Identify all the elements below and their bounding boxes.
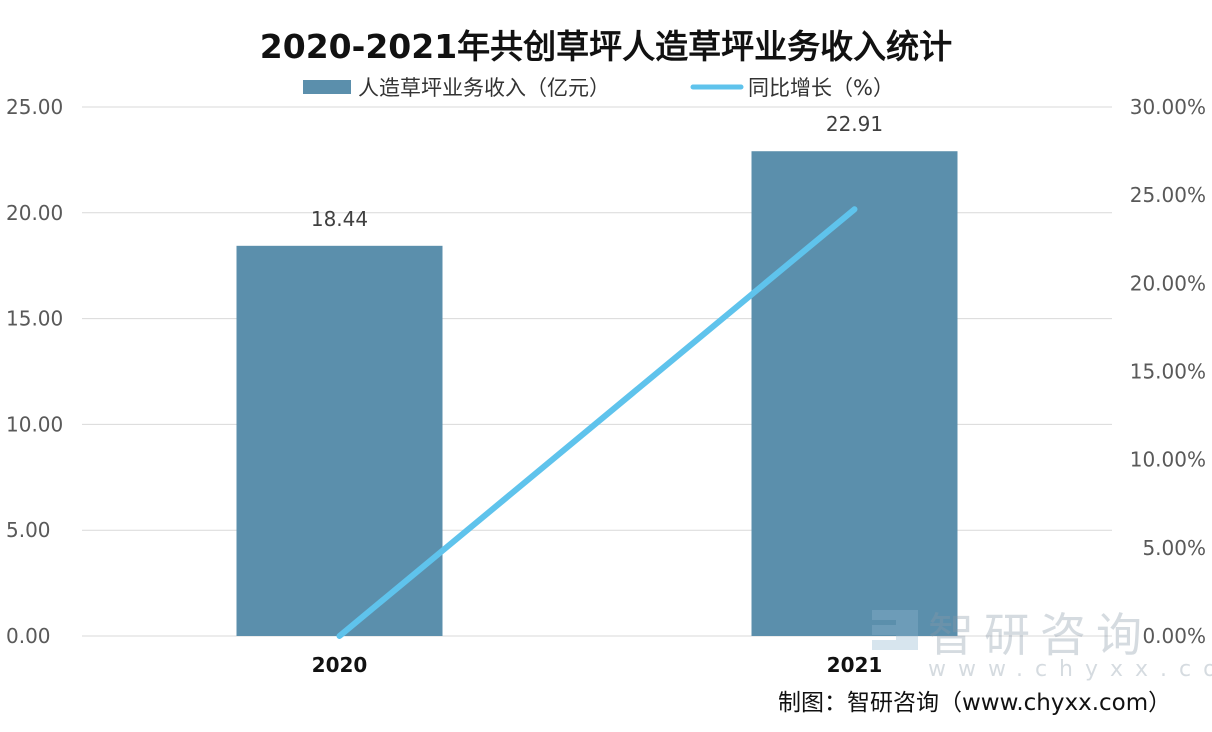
y-right-tick-label: 15.00% [1130,360,1206,384]
y-left-axis: 0.00 5.00 10.00 15.00 20.00 25.00 [6,95,63,648]
bar-series [236,151,958,636]
watermark-url-text: www.chyxx.com [928,657,1212,682]
bar [751,151,958,636]
y-left-tick-label: 15.00 [6,307,63,331]
y-left-tick-label: 10.00 [6,412,63,436]
y-left-tick-label: 0.00 [6,624,51,648]
y-right-tick-label: 25.00% [1130,183,1206,207]
y-right-tick-label: 30.00% [1130,95,1206,119]
legend-line-label: 同比增长（%） [748,76,894,100]
y-left-tick-label: 25.00 [6,95,63,119]
credit-text: 制图：智研咨询（www.chyxx.com） [778,690,1171,716]
y-left-tick-label: 5.00 [6,518,51,542]
growth-line [336,206,858,639]
legend-bar-label: 人造草坪业务收入（亿元） [358,76,610,100]
y-right-tick-label: 10.00% [1130,448,1206,472]
x-tick-label: 2020 [312,653,368,677]
y-right-tick-label: 5.00% [1142,536,1206,560]
chart-title: 2020-2021年共创草坪人造草坪业务收入统计 [260,27,952,66]
bar-data-label: 22.91 [826,112,883,136]
legend: 人造草坪业务收入（亿元） 同比增长（%） [303,76,894,100]
legend-bar-swatch [303,80,351,94]
bar [236,245,443,636]
growth-line-point [853,208,856,211]
growth-line-point [338,635,341,637]
x-tick-label: 2021 [827,653,883,677]
y-right-tick-label: 20.00% [1130,271,1206,295]
y-right-axis: 0.00% 5.00% 10.00% 15.00% 20.00% 25.00% 30.00% [1130,95,1206,648]
x-axis: 2020 2021 [312,653,883,677]
watermark-logo-icon [872,610,918,650]
bar-data-labels: 18.44 22.91 [311,112,883,231]
watermark-logo-text: 智研咨询 [928,608,1152,662]
watermark: 智研咨询 www.chyxx.com [872,608,1212,682]
y-right-tick-label: 0.00% [1142,624,1206,648]
y-left-tick-label: 20.00 [6,201,63,225]
bar-data-label: 18.44 [311,207,368,231]
line-series [336,206,858,639]
